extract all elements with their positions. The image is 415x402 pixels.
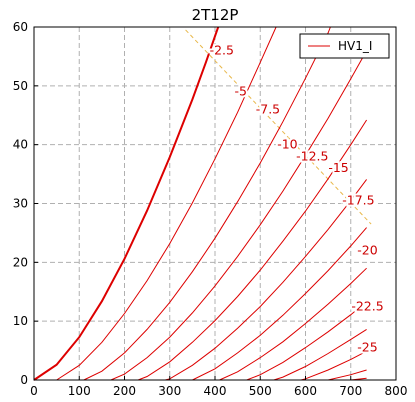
curve-grid--25 xyxy=(300,350,367,381)
curve-grid-0 xyxy=(33,26,220,381)
curve-label: -20 xyxy=(357,243,377,258)
curve-label: -25 xyxy=(357,340,377,355)
y-tick-label: 10 xyxy=(13,314,28,328)
chart-title: 2T12P xyxy=(192,6,239,24)
curve-label: -2.5 xyxy=(210,43,234,58)
y-tick-label: 40 xyxy=(13,138,28,152)
y-tick-label: 30 xyxy=(13,197,28,211)
curve-label: -12.5 xyxy=(296,148,328,163)
x-tick-label: 0 xyxy=(30,384,38,398)
curve-grid--17.5 xyxy=(219,267,367,381)
legend-entry: HV1_I xyxy=(338,39,372,53)
curve-grid--7.5 xyxy=(110,54,365,381)
curve-grid--10 xyxy=(137,119,368,381)
curve-grid--27.5 xyxy=(327,369,367,381)
y-tick-label: 50 xyxy=(13,79,28,93)
curve-grid--2.5 xyxy=(56,26,277,381)
y-tick-label: 0 xyxy=(20,373,28,387)
load-line-segment xyxy=(185,29,372,225)
curve-label: -17.5 xyxy=(342,193,374,208)
x-tick-label: 800 xyxy=(385,384,408,398)
legend: HV1_I xyxy=(299,33,390,59)
x-tick-label: 500 xyxy=(249,384,272,398)
curve-label: -5 xyxy=(235,84,247,99)
curve-label: -22.5 xyxy=(351,298,383,313)
x-tick-label: 600 xyxy=(294,384,317,398)
y-tick-label: 20 xyxy=(13,255,28,269)
curve-label: -10 xyxy=(277,137,297,152)
curve-grid--20 xyxy=(246,301,367,381)
curve-label: -15 xyxy=(328,160,348,175)
x-tick-label: 700 xyxy=(339,384,362,398)
curve-grid--15 xyxy=(192,227,367,381)
plate-curves xyxy=(33,26,368,381)
load-line xyxy=(185,29,372,225)
axis-ticks: 0 100 200 300 400 500 600 700 800 0 10 20 30 40 50 60 xyxy=(13,20,408,398)
x-tick-label: 400 xyxy=(204,384,227,398)
x-tick-label: 300 xyxy=(158,384,181,398)
x-tick-label: 200 xyxy=(113,384,136,398)
curve-grid--5 xyxy=(83,26,331,381)
curve-label: -7.5 xyxy=(256,101,280,116)
curve-grid--12.5 xyxy=(165,179,368,381)
curve-labels: -2.5 -5 -7.5 -10-12.5-15 -17.5 -20 -22.5 -25 xyxy=(208,41,386,357)
y-tick-label: 60 xyxy=(13,20,28,34)
x-tick-label: 100 xyxy=(68,384,91,398)
curve-grid--22.5 xyxy=(273,328,367,381)
